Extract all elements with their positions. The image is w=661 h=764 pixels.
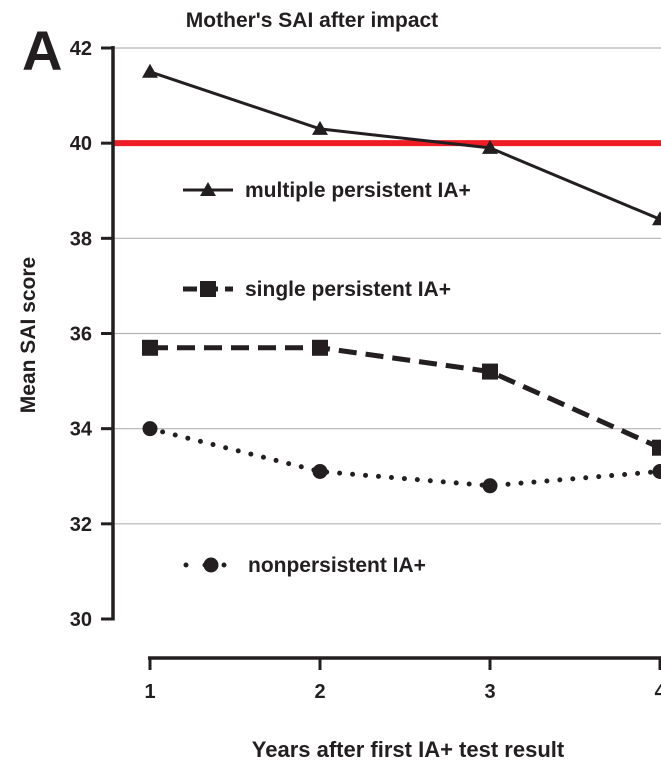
legend: multiple persistent IA+ single persistent…: [183, 179, 471, 577]
y-tick-label: 32: [70, 514, 92, 536]
series-line-circle: [147, 426, 661, 489]
y-axis-label: Mean SAI score: [17, 257, 40, 413]
data-point-square: [652, 439, 661, 456]
y-tick-label: 36: [70, 324, 92, 346]
series-line-square: [150, 345, 661, 450]
legend-marker-square: [200, 281, 216, 297]
data-point-circle: [312, 463, 328, 479]
y-tick-label: 40: [70, 133, 92, 155]
x-tick-label: 2: [314, 681, 325, 703]
data-point-square: [312, 339, 328, 356]
y-tick-label: 42: [70, 38, 92, 60]
data-point-triangle: [652, 211, 661, 226]
x-tick-label: 4: [654, 681, 661, 703]
data-point-circle: [652, 463, 661, 479]
data-point-circle: [142, 421, 158, 437]
data-point-square: [142, 339, 158, 356]
legend-label-circle: nonpersistent IA+: [248, 554, 426, 577]
y-tick-label: 30: [70, 609, 92, 631]
data-point-triangle: [142, 63, 158, 78]
x-axis-label: Years after first IA+ test result: [252, 737, 565, 762]
series-line-triangle: [149, 70, 661, 221]
legend-marker-circle: [203, 557, 219, 573]
y-tick-label: 38: [70, 228, 92, 250]
x-tick-label: 3: [484, 681, 495, 703]
chart-title: Mother's SAI after impact: [186, 9, 438, 32]
series-group: [142, 63, 661, 494]
data-point-triangle: [312, 120, 328, 135]
panel-letter: A: [22, 19, 62, 82]
x-tick-label: 1: [144, 681, 155, 703]
legend-label-square: single persistent IA+: [245, 278, 451, 301]
legend-label-triangle: multiple persistent IA+: [245, 179, 471, 202]
data-point-triangle: [482, 139, 498, 154]
data-point-square: [482, 363, 498, 380]
data-point-circle: [482, 478, 498, 494]
y-tick-label: 34: [70, 419, 93, 441]
legend-marker-triangle: [200, 182, 216, 196]
